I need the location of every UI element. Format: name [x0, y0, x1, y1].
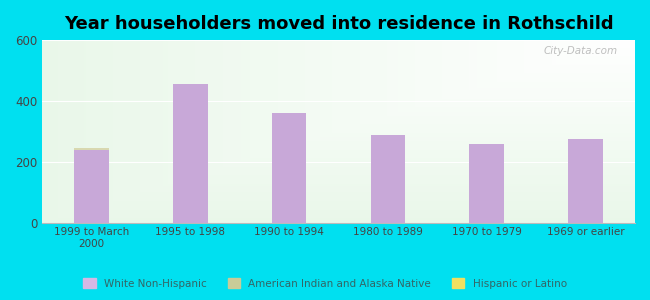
Bar — [469, 144, 504, 223]
Bar — [74, 150, 109, 223]
Bar — [173, 84, 207, 223]
Text: City-Data.com: City-Data.com — [543, 46, 618, 56]
Legend: White Non-Hispanic, American Indian and Alaska Native, Hispanic or Latino: White Non-Hispanic, American Indian and … — [80, 275, 570, 292]
Bar — [272, 113, 306, 223]
Bar — [568, 139, 603, 223]
Bar — [370, 135, 405, 223]
Bar — [74, 148, 109, 150]
Title: Year householders moved into residence in Rothschild: Year householders moved into residence i… — [64, 15, 614, 33]
